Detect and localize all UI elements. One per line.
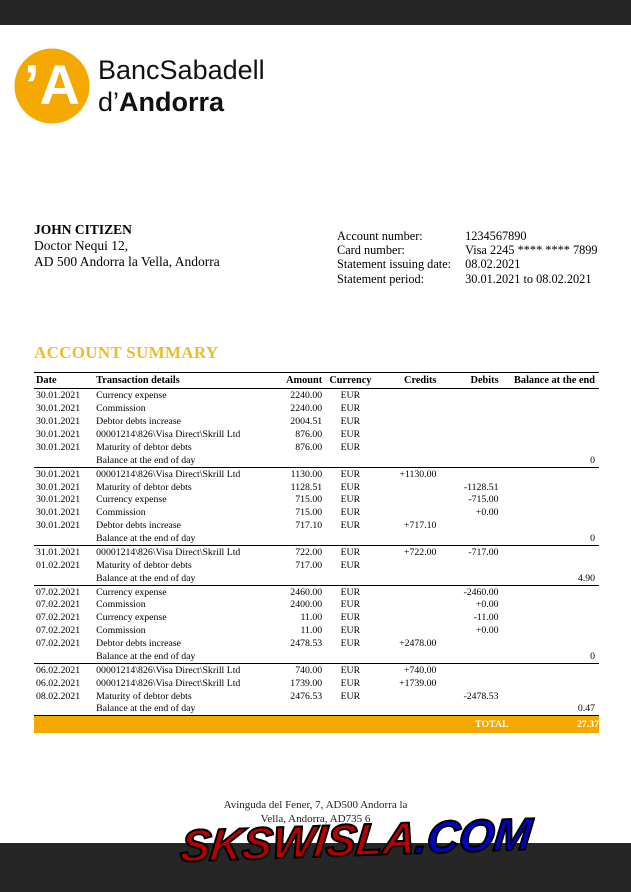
svg-text:’A: ’A: [24, 53, 80, 116]
